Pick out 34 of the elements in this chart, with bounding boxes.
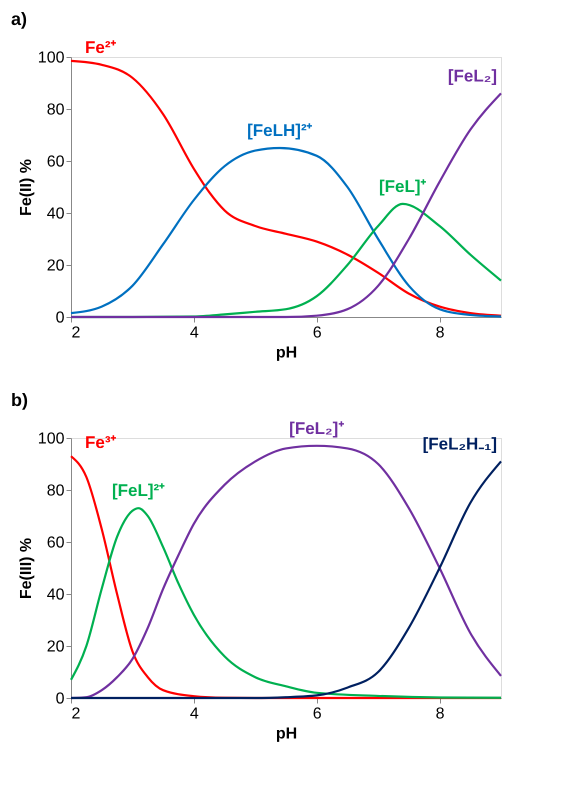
series-label: Fe³⁺ [85,433,116,452]
series-label: [FeL₂]⁺ [289,418,344,438]
y-tick-label: 0 [56,310,65,326]
chart-title: b) [11,390,28,410]
series-label: [FeL]²⁺ [112,481,166,500]
series-label: [FeL₂] [448,66,497,86]
y-tick-label: 40 [46,586,65,604]
x-axis-title: pH [276,726,298,742]
y-tick-label: 80 [46,102,65,118]
x-tick-label: 6 [312,706,322,722]
y-tick-label: 60 [46,154,65,170]
x-axis-title: pH [276,344,298,362]
series-label: [FeLH]²⁺ [247,121,313,140]
y-tick-label: 0 [56,690,65,708]
x-tick-label: 4 [190,706,199,722]
y-tick-label: 20 [46,638,65,656]
y-axis-title: Fe(II) % [18,159,35,216]
x-tick-label: 4 [190,324,199,342]
y-tick-label: 100 [38,50,65,66]
series-label: [FeL]⁺ [378,176,426,196]
y-tick-label: 100 [38,430,65,448]
y-tick-label: 60 [46,534,65,552]
y-tick-label: 40 [46,206,65,222]
x-tick-label: 8 [436,706,445,722]
x-tick-label: 2 [72,706,80,722]
x-tick-label: 8 [436,324,445,342]
x-tick-label: 6 [312,324,322,342]
series-label: Fe²⁺ [85,38,116,57]
x-tick-label: 2 [72,324,80,342]
y-axis-title: Fe(III) % [18,538,35,600]
y-tick-label: 20 [46,258,65,274]
chart-title: a) [11,8,28,29]
series-label: [FeL₂H₋₁] [422,434,497,454]
y-tick-label: 80 [46,482,65,500]
